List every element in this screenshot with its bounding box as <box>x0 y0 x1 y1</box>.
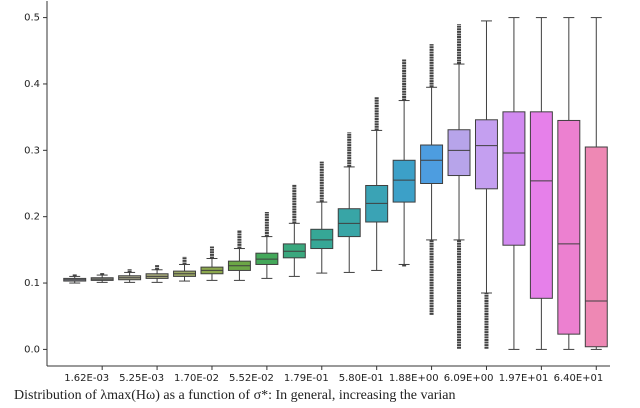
x-tick-label: 1.70E-02 <box>174 373 219 384</box>
x-tick-label: 5.52E-02 <box>229 373 274 384</box>
box <box>420 144 444 185</box>
y-tick-label: 0.4 <box>24 79 40 90</box>
box <box>529 111 553 299</box>
x-tick-label: 5.25E-03 <box>119 373 164 384</box>
y-tick-label: 0.3 <box>24 145 40 156</box>
y-tick-label: 0.2 <box>24 212 40 223</box>
box <box>337 208 361 238</box>
x-tick-label: 6.09E+00 <box>444 373 494 384</box>
box <box>447 129 471 177</box>
x-tick-label: 6.40E+01 <box>554 373 604 384</box>
y-tick-label: 0.5 <box>24 13 40 24</box>
box <box>502 111 526 246</box>
x-tick-label: 1.79E-01 <box>284 373 329 384</box>
box <box>310 228 334 250</box>
x-tick-label: 1.97E+01 <box>499 373 549 384</box>
x-tick-label: 1.88E+00 <box>389 373 439 384</box>
x-tick-label: 5.80E-01 <box>339 373 384 384</box>
box <box>392 159 416 203</box>
caption: Distribution of λmax(Hω) as a function o… <box>14 388 455 403</box>
box <box>474 119 498 190</box>
box <box>557 119 581 335</box>
y-tick-label: 0.1 <box>24 278 40 289</box>
box <box>584 146 608 348</box>
y-tick-label: 0.0 <box>24 344 40 355</box>
x-tick-label: 1.62E-03 <box>64 373 109 384</box>
